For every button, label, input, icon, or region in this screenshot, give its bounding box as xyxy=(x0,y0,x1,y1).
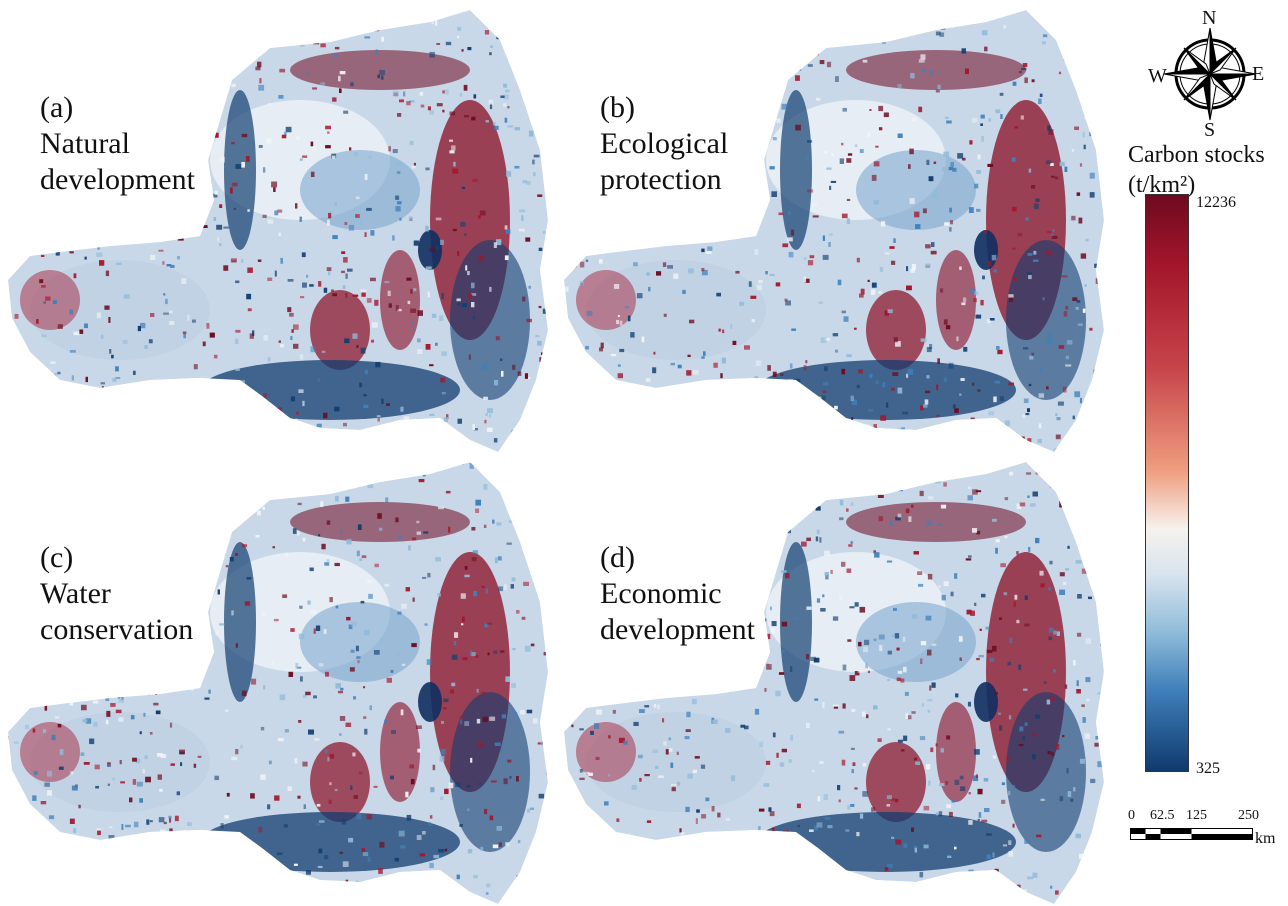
panel-title-line1: Economic xyxy=(600,577,722,610)
scale-tick: 62.5 xyxy=(1150,808,1175,823)
compass-south-label: S xyxy=(1204,119,1216,141)
compass-north-label: N xyxy=(1202,7,1217,29)
carbon-stock-map xyxy=(8,462,548,904)
map-zone xyxy=(1006,692,1086,852)
panel-letter: (c) xyxy=(40,541,74,574)
map-zone xyxy=(380,250,420,350)
legend-title-line2: (t/km²) xyxy=(1128,172,1196,198)
compass-rose-icon xyxy=(1163,27,1257,121)
map-zone xyxy=(756,360,1016,420)
compass-east-label: E xyxy=(1252,63,1265,85)
scale-tick: 125 xyxy=(1186,808,1207,823)
map-zone xyxy=(200,812,460,872)
map-zone xyxy=(450,692,530,852)
scale-bar: 0 62.5 125 250 xyxy=(1128,808,1288,858)
map-zone xyxy=(856,602,976,682)
map-zone xyxy=(866,742,926,822)
legend-colorbar xyxy=(1145,194,1189,772)
panel-title-line2: conservation xyxy=(40,613,194,646)
map-zone xyxy=(780,90,812,250)
map-panel-natural-development: (a) Natural development xyxy=(0,0,560,460)
map-zone xyxy=(576,722,636,782)
panel-letter: (a) xyxy=(40,91,74,124)
panel-title-line2: development xyxy=(600,613,755,646)
map-zone xyxy=(310,290,370,370)
map-zone xyxy=(450,240,530,400)
map-panel-ecological-protection: (b) Ecological protection xyxy=(556,0,1116,460)
north-arrow-compass: N S E W xyxy=(1148,7,1268,140)
legend-max-value: 12236 xyxy=(1196,194,1236,211)
carbon-stock-map xyxy=(8,10,548,452)
map-zone xyxy=(936,702,976,802)
scale-bar-graphic xyxy=(1130,828,1253,840)
carbon-stock-map xyxy=(564,10,1104,452)
scale-tick: 250 xyxy=(1238,808,1259,823)
map-zone xyxy=(856,150,976,230)
map-zone xyxy=(756,812,1016,872)
map-zone xyxy=(20,722,80,782)
map-zone xyxy=(576,270,636,330)
panel-title-line1: Ecological xyxy=(600,127,729,160)
map-zone xyxy=(586,712,766,812)
scale-tick: 0 xyxy=(1128,808,1135,823)
map-zone xyxy=(780,542,812,702)
panel-title-line2: protection xyxy=(600,163,722,196)
panel-title-line2: development xyxy=(40,163,195,196)
legend-min-value: 325 xyxy=(1196,760,1220,777)
panel-title-line1: Natural xyxy=(40,127,130,160)
panel-letter: (b) xyxy=(600,91,635,124)
panel-letter: (d) xyxy=(600,541,635,574)
carbon-stock-map xyxy=(564,462,1104,904)
map-zone xyxy=(224,542,256,702)
map-zone xyxy=(224,90,256,250)
legend-title: Carbon stocks (t/km²) xyxy=(1128,140,1265,200)
map-zone xyxy=(846,50,1026,90)
legend-title-line1: Carbon stocks xyxy=(1128,142,1265,168)
map-zone xyxy=(974,682,998,722)
map-panel-water-conservation: (c) Water conservation xyxy=(0,452,560,906)
compass-west-label: W xyxy=(1148,65,1167,87)
map-zone xyxy=(1006,240,1086,400)
map-zone xyxy=(300,602,420,682)
map-zone xyxy=(936,250,976,350)
map-zone xyxy=(418,682,442,722)
map-zone xyxy=(310,742,370,822)
map-panel-economic-development: (d) Economic development xyxy=(556,452,1116,906)
map-zone xyxy=(974,230,998,270)
panel-title-line1: Water xyxy=(40,577,111,610)
map-zone xyxy=(300,150,420,230)
map-zone xyxy=(846,502,1026,542)
scale-unit: km xyxy=(1255,830,1276,847)
map-zone xyxy=(380,702,420,802)
map-zone xyxy=(866,290,926,370)
